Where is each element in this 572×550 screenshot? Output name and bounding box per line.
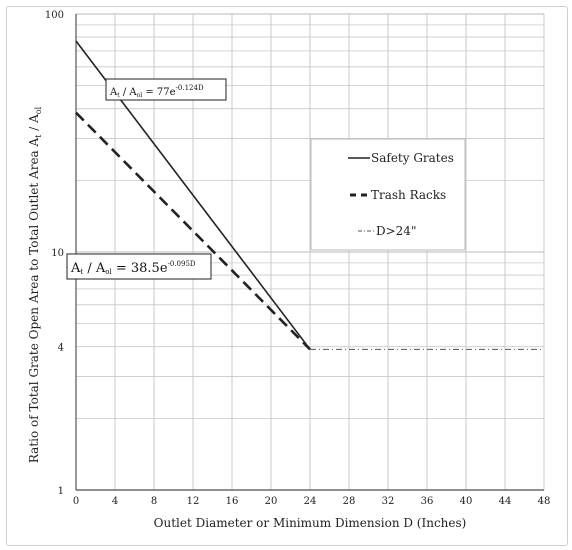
safety-grates-equation: At / Aol = 77e-0.124D xyxy=(105,78,227,101)
x-tick-12: 12 xyxy=(187,496,200,507)
legend-label-d-gt-24: D>24" xyxy=(376,224,416,238)
trash-racks-equation: At / Aol = 38.5e-0.095D xyxy=(66,253,212,280)
x-tick-0: 0 xyxy=(73,496,79,507)
x-axis-title: Outlet Diameter or Minimum Dimension D (… xyxy=(154,516,467,530)
axes xyxy=(75,14,544,491)
x-tick-16: 16 xyxy=(226,496,239,507)
x-tick-28: 28 xyxy=(343,496,356,507)
legend-label-trash-racks: Trash Racks xyxy=(371,188,446,202)
series-line-trash-racks xyxy=(75,111,311,351)
y-tick-labels: 1 4 10 100 xyxy=(45,10,64,497)
trash-equation-text: At / Aol = 38.5e-0.095D xyxy=(70,260,196,276)
x-tick-36: 36 xyxy=(421,496,434,507)
trash-equation-box xyxy=(66,253,212,280)
y-tick-10: 10 xyxy=(51,248,64,259)
safety-equation-box xyxy=(105,78,227,101)
y-tick-1: 1 xyxy=(58,486,64,497)
legend-box xyxy=(310,138,466,251)
x-tick-44: 44 xyxy=(499,496,512,507)
x-tick-8: 8 xyxy=(151,496,157,507)
x-tick-4: 4 xyxy=(112,496,118,507)
x-tick-48: 48 xyxy=(538,496,551,507)
x-tick-32: 32 xyxy=(382,496,395,507)
legend: Safety Grates Trash Racks D>24" xyxy=(310,138,466,251)
y-axis-title: Ratio of Total Grate Open Area to Total … xyxy=(27,106,43,463)
y-tick-100: 100 xyxy=(45,10,64,21)
x-tick-labels: 0 4 8 12 16 20 24 28 32 36 40 44 48 xyxy=(73,496,551,507)
x-tick-24: 24 xyxy=(304,496,317,507)
x-tick-40: 40 xyxy=(460,496,473,507)
y-tick-4: 4 xyxy=(58,343,64,354)
x-tick-20: 20 xyxy=(265,496,278,507)
safety-equation-text: At / Aol = 77e-0.124D xyxy=(109,84,204,99)
legend-label-safety-grates: Safety Grates xyxy=(371,151,454,165)
